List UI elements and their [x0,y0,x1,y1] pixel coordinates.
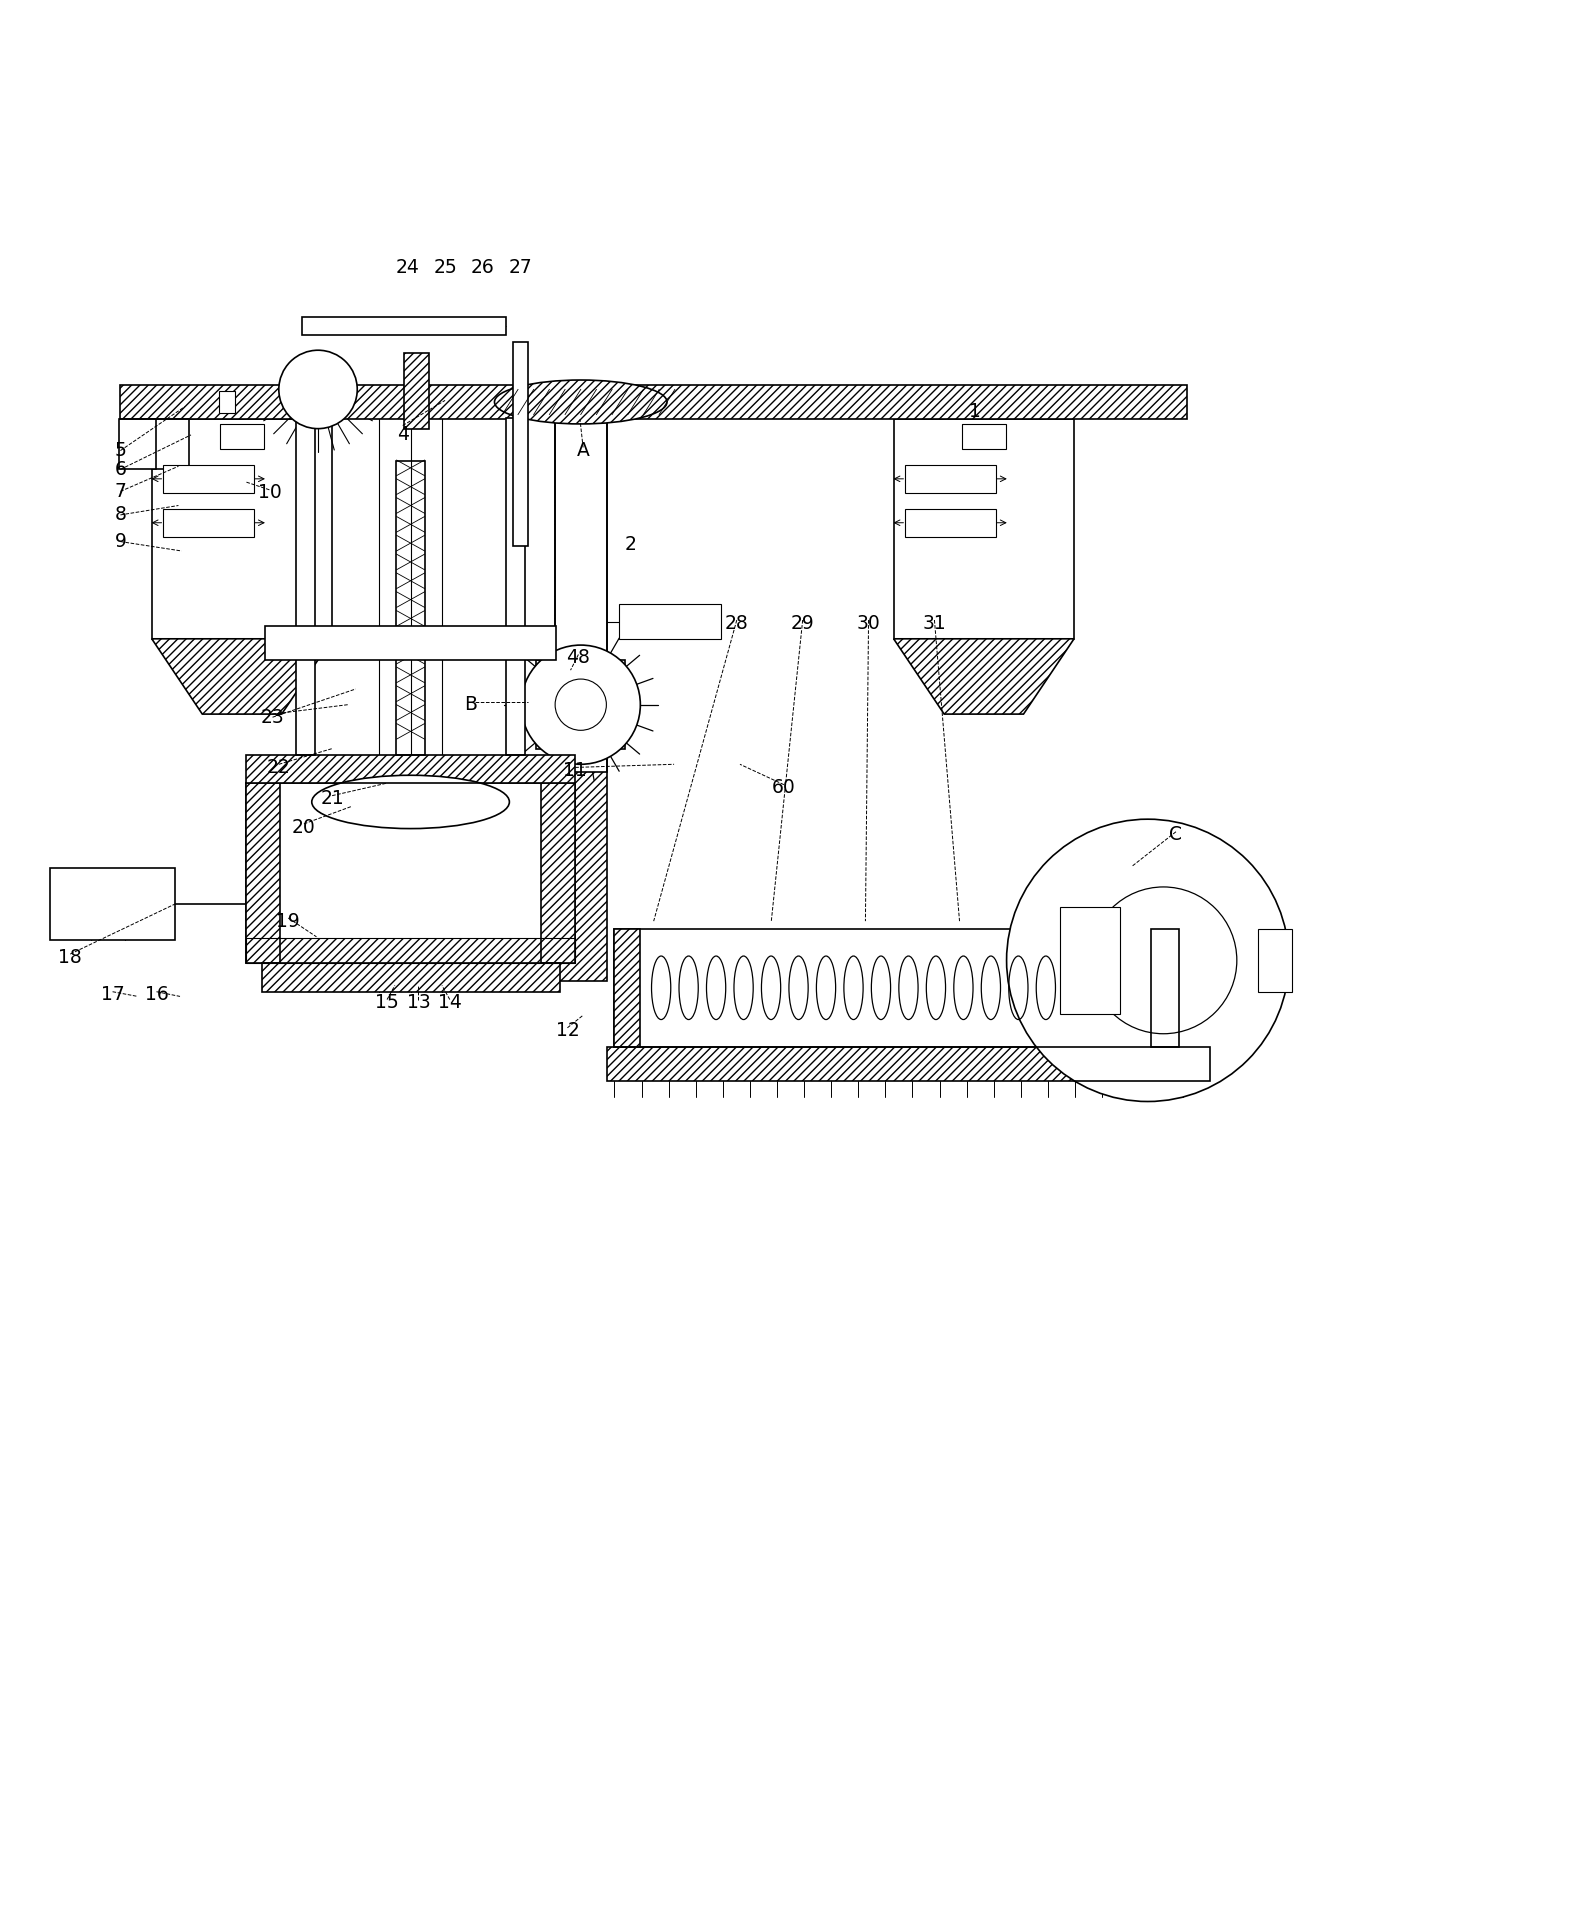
Bar [261,964,560,993]
Bar [151,419,189,469]
Text: 1: 1 [970,402,981,421]
Ellipse shape [494,379,667,425]
Text: 9: 9 [115,531,126,551]
Bar [905,465,996,493]
Text: 12: 12 [556,1021,579,1040]
Text: B: B [464,695,477,714]
Bar [246,939,575,964]
Bar [614,930,639,1046]
Text: C: C [1169,825,1182,844]
Text: 22: 22 [268,758,291,777]
Text: 60: 60 [771,779,796,798]
Bar [246,783,280,964]
Text: 7: 7 [115,482,126,501]
Text: 48: 48 [567,648,590,667]
Bar [397,461,425,754]
Bar [1151,930,1179,1046]
Text: 8: 8 [115,505,126,524]
Bar [246,783,280,964]
Text: 16: 16 [145,985,168,1004]
Bar [120,419,156,469]
Text: 27: 27 [508,257,532,276]
Text: 11: 11 [563,762,587,779]
Bar [894,419,1073,638]
Bar [219,391,235,413]
Text: 18: 18 [58,947,82,966]
Text: 26: 26 [471,257,494,276]
Text: 29: 29 [790,613,815,632]
Bar [556,415,606,981]
Bar [302,318,507,335]
Ellipse shape [312,775,510,829]
Bar [264,627,557,661]
Polygon shape [894,638,1073,714]
Bar [606,1046,1210,1082]
Bar [1258,930,1292,993]
Bar [50,869,175,939]
Bar [162,465,253,493]
Bar [246,754,575,783]
Text: 24: 24 [395,257,419,276]
Text: 17: 17 [101,985,124,1004]
Polygon shape [151,638,332,714]
Bar [121,385,1187,419]
Circle shape [279,351,357,429]
Text: 21: 21 [320,789,345,808]
Circle shape [1007,819,1289,1101]
Bar [121,385,1187,419]
Text: 15: 15 [375,993,398,1012]
Bar [556,415,606,981]
Text: 5: 5 [115,442,126,461]
Text: 25: 25 [433,257,456,276]
Text: 28: 28 [726,613,749,632]
Bar [619,604,721,638]
Bar [507,417,526,754]
Circle shape [556,678,606,730]
Text: 31: 31 [922,613,946,632]
Bar [220,425,264,450]
Bar [405,352,430,429]
Bar [1061,907,1119,1013]
Bar [541,783,575,964]
Bar [151,419,332,638]
Bar [614,930,639,1046]
Bar [246,783,575,964]
Bar [246,754,575,783]
Bar [1151,930,1179,1046]
Text: 30: 30 [856,613,880,632]
Bar [513,343,529,547]
Bar [541,783,575,964]
Text: A: A [576,442,590,461]
Text: 14: 14 [438,993,461,1012]
Bar [537,659,625,749]
Text: 4: 4 [397,425,409,444]
Bar [905,509,996,537]
Bar [405,352,430,429]
Bar [606,1046,1210,1082]
Text: 20: 20 [293,817,316,836]
Bar [556,385,606,772]
Text: 2: 2 [625,535,636,554]
Bar [614,930,1179,1046]
Text: 10: 10 [258,484,282,503]
Bar [296,417,315,754]
Bar [261,964,560,993]
Text: 19: 19 [277,912,301,932]
Bar [162,509,253,537]
Text: 23: 23 [261,709,285,726]
Text: 13: 13 [406,993,430,1012]
Circle shape [521,646,641,764]
Bar [962,425,1006,450]
Text: 6: 6 [115,459,126,478]
Bar [246,939,575,964]
